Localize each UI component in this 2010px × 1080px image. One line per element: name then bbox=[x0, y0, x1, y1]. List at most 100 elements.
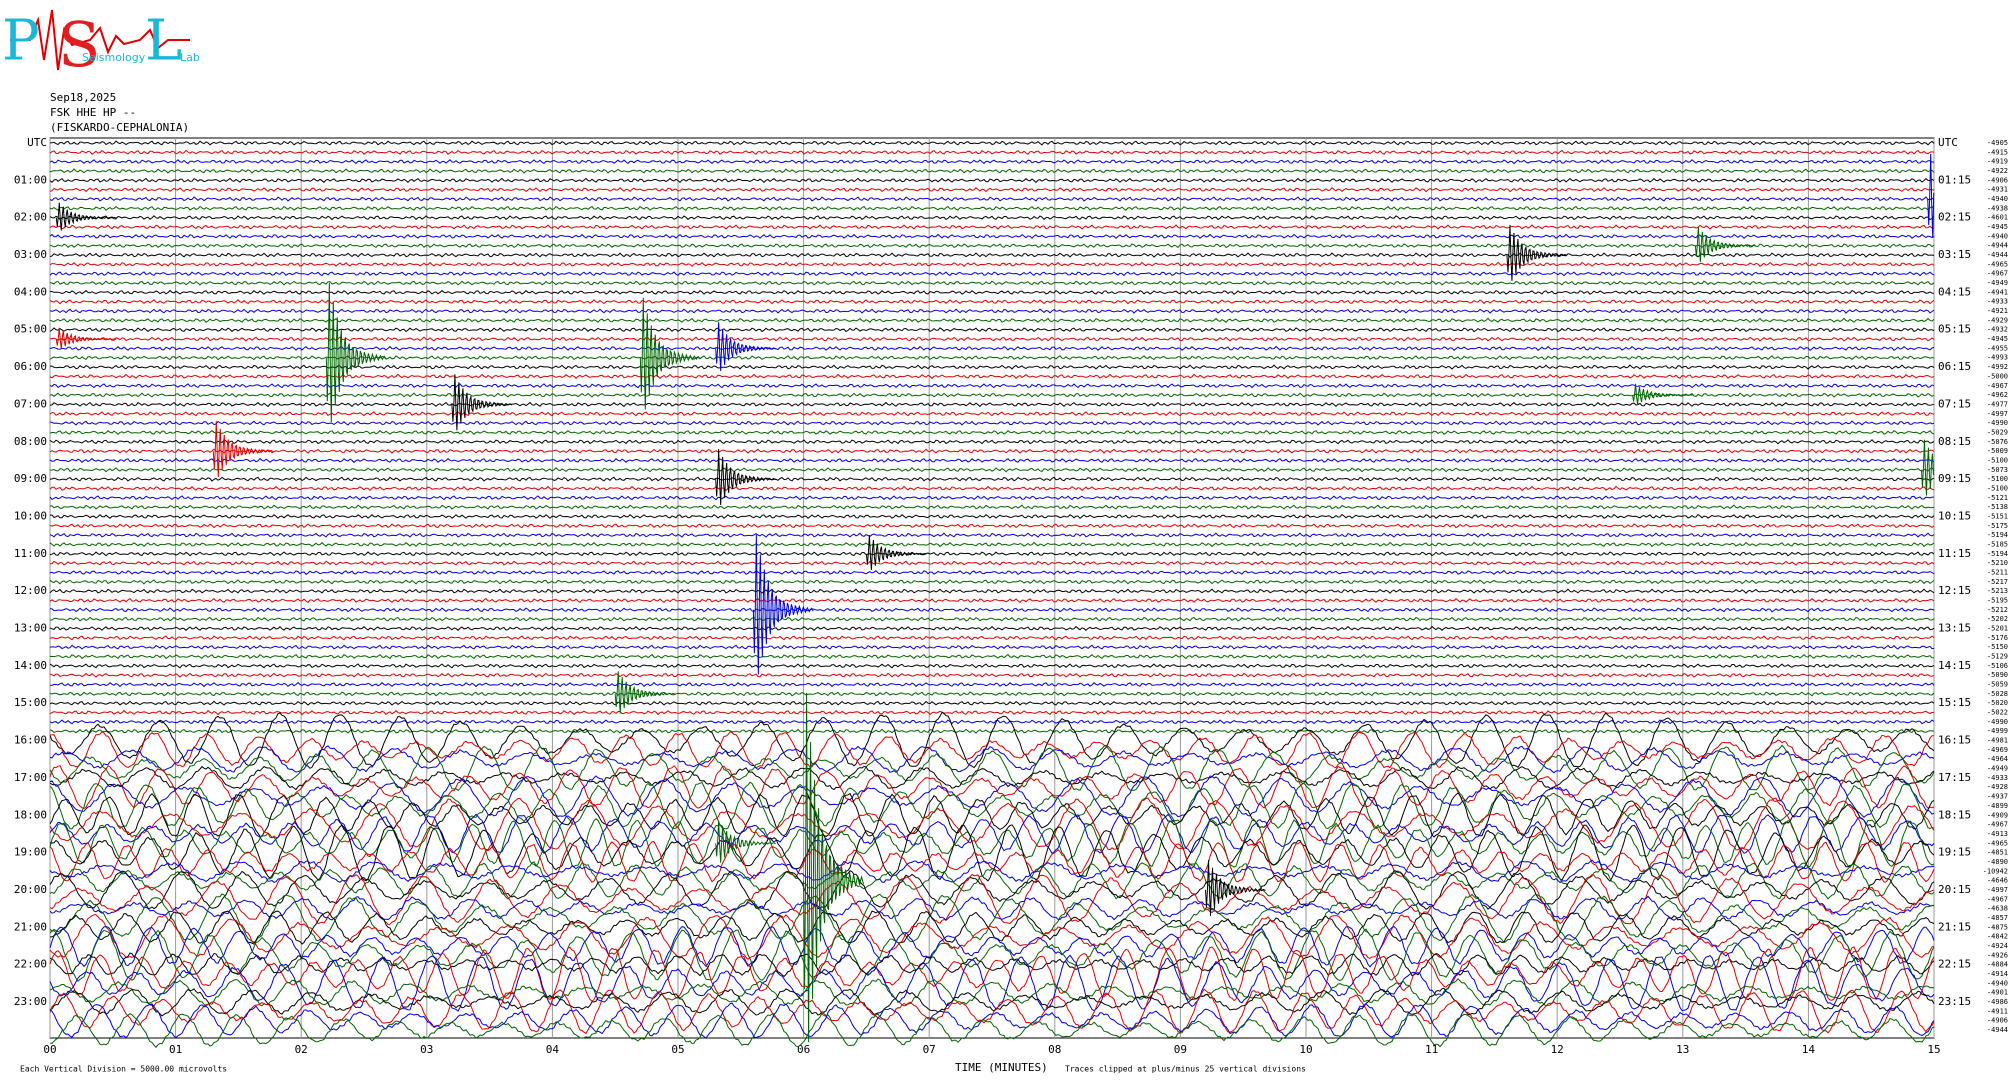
x-tick-label: 09 bbox=[1174, 1043, 1187, 1056]
right-time-label: 20:15 bbox=[1938, 883, 1971, 896]
offset-label: -5100 bbox=[1987, 484, 2008, 492]
event bbox=[1694, 226, 1756, 262]
trace bbox=[49, 813, 1935, 855]
offset-label: -4993 bbox=[1987, 354, 2008, 362]
right-time-label: 14:15 bbox=[1938, 659, 1971, 672]
trace bbox=[49, 373, 1935, 380]
offset-label: -4875 bbox=[1987, 923, 2008, 931]
trace bbox=[49, 261, 1935, 268]
trace bbox=[49, 946, 1935, 1002]
trace bbox=[49, 797, 1935, 851]
right-time-label: 09:15 bbox=[1938, 472, 1971, 485]
x-tick-label: 01 bbox=[169, 1043, 182, 1056]
left-time-label: 18:00 bbox=[14, 808, 47, 821]
left-time-label: 06:00 bbox=[14, 360, 47, 373]
offset-label: -4964 bbox=[1987, 755, 2008, 763]
trace bbox=[49, 476, 1935, 482]
left-time-label: 16:00 bbox=[14, 734, 47, 747]
offset-label: -4969 bbox=[1987, 746, 2008, 754]
offset-label: -4932 bbox=[1987, 326, 2008, 334]
offset-label: -4945 bbox=[1987, 335, 2008, 343]
right-time-label: 02:15 bbox=[1938, 211, 1971, 224]
trace bbox=[49, 672, 1935, 678]
offset-label: -5059 bbox=[1987, 681, 2008, 689]
trace bbox=[49, 859, 1935, 884]
offset-label: -4922 bbox=[1987, 167, 2008, 175]
trace bbox=[49, 289, 1935, 295]
offset-label: -5106 bbox=[1987, 662, 2008, 670]
offset-label: -4909 bbox=[1987, 811, 2008, 819]
trace bbox=[49, 730, 1934, 769]
offset-label: -4999 bbox=[1987, 727, 2008, 735]
trace bbox=[49, 987, 1935, 1017]
trace bbox=[49, 700, 1935, 706]
trace bbox=[49, 177, 1935, 184]
trace bbox=[49, 719, 1935, 725]
trace bbox=[49, 439, 1935, 445]
trace bbox=[49, 978, 1935, 1007]
left-time-label: 01:00 bbox=[14, 173, 47, 186]
left-time-label: 09:00 bbox=[14, 472, 47, 485]
right-time-label: 04:15 bbox=[1938, 285, 1971, 298]
offset-label: -5138 bbox=[1987, 503, 2008, 511]
offset-label: -4890 bbox=[1987, 858, 2008, 866]
right-time-label: 16:15 bbox=[1938, 734, 1971, 747]
offset-label: -4977 bbox=[1987, 400, 2008, 408]
trace bbox=[49, 159, 1935, 165]
x-tick-label: 11 bbox=[1425, 1043, 1438, 1056]
offset-label: -4965 bbox=[1987, 260, 2008, 268]
left-time-label: 15:00 bbox=[14, 696, 47, 709]
offset-label: -4905 bbox=[1987, 139, 2008, 147]
offset-label: -4842 bbox=[1987, 933, 2008, 941]
offset-label: -4967 bbox=[1987, 382, 2008, 390]
offset-label: -4955 bbox=[1987, 344, 2008, 352]
offset-label: -5090 bbox=[1987, 671, 2008, 679]
right-time-label: 03:15 bbox=[1938, 248, 1971, 261]
trace bbox=[49, 952, 1935, 978]
left-time-label: 11:00 bbox=[14, 547, 47, 560]
left-time-label: 23:00 bbox=[14, 995, 47, 1008]
offset-label: -4938 bbox=[1987, 204, 2008, 212]
trace bbox=[49, 588, 1935, 594]
offset-label: -4899 bbox=[1987, 802, 2008, 810]
trace bbox=[49, 893, 1935, 944]
trace bbox=[49, 873, 1935, 925]
event bbox=[1632, 383, 1693, 405]
offset-label: -5029 bbox=[1987, 428, 2008, 436]
trace bbox=[49, 954, 1935, 1012]
right-time-label: 12:15 bbox=[1938, 584, 1971, 597]
trace bbox=[49, 186, 1935, 193]
trace bbox=[49, 840, 1935, 883]
station: FSK HHE HP -- bbox=[50, 106, 136, 119]
offset-label: -4944 bbox=[1987, 242, 2008, 250]
offset-label: -5211 bbox=[1987, 568, 2008, 576]
event bbox=[715, 820, 776, 863]
offset-label: -4919 bbox=[1987, 158, 2008, 166]
trace bbox=[49, 926, 1935, 968]
trace bbox=[49, 1012, 1935, 1049]
left-time-label: 05:00 bbox=[14, 323, 47, 336]
trace bbox=[49, 625, 1935, 632]
offset-label: -5009 bbox=[1987, 447, 2008, 455]
offset-label: -4997 bbox=[1987, 410, 2008, 418]
trace bbox=[49, 299, 1935, 305]
trace bbox=[49, 744, 1935, 791]
offset-label: -5217 bbox=[1987, 578, 2008, 586]
trace bbox=[49, 681, 1935, 688]
trace bbox=[49, 271, 1935, 277]
offset-label: -4933 bbox=[1987, 774, 2008, 782]
x-tick-label: 04 bbox=[546, 1043, 560, 1056]
offset-label: -4986 bbox=[1987, 998, 2008, 1006]
trace bbox=[49, 928, 1935, 982]
logo-p: P bbox=[2, 9, 40, 74]
offset-label: -4965 bbox=[1987, 839, 2008, 847]
trace bbox=[49, 569, 1935, 576]
event bbox=[1927, 153, 1935, 238]
trace bbox=[49, 663, 1935, 669]
trace bbox=[50, 910, 1935, 945]
offset-label: -4913 bbox=[1987, 830, 2008, 838]
trace bbox=[49, 709, 1935, 716]
offset-label: -4940 bbox=[1987, 232, 2008, 240]
offset-label: -4928 bbox=[1987, 783, 2008, 791]
